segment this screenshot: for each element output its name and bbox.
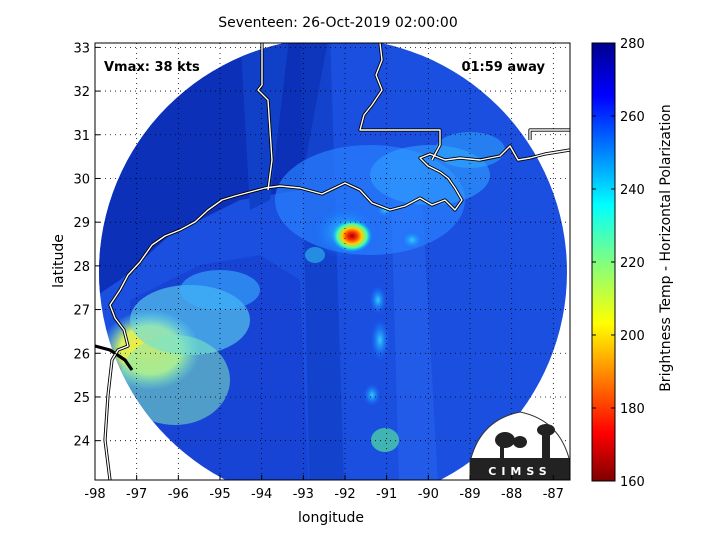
colorbar-tick-label: 280 <box>620 37 645 52</box>
x-tick-label: -92 <box>334 487 355 502</box>
vmax-label: Vmax: 38 kts <box>104 60 200 75</box>
y-tick-label: 31 <box>73 129 90 144</box>
y-tick-label: 29 <box>73 216 90 231</box>
y-tick-label: 25 <box>73 391 90 406</box>
logo-text: CIMSS <box>488 465 551 478</box>
colorbar-label: Brightness Temp - Horizontal Polarizatio… <box>658 104 674 392</box>
x-axis-label: longitude <box>298 510 364 526</box>
colorbar-ticks: 280 260 240 220 200 180 160 <box>592 37 645 490</box>
x-tick-label: -97 <box>126 487 147 502</box>
colorbar-tick-label: 180 <box>620 402 645 417</box>
coastline <box>95 43 570 480</box>
plot-frame <box>94 42 571 481</box>
x-tick-label: -94 <box>251 487 272 502</box>
colorbar-tick-label: 240 <box>620 183 645 198</box>
colorbar-tick-label: 200 <box>620 329 645 344</box>
chart-title: Seventeen: 26-Oct-2019 02:00:00 <box>218 15 458 31</box>
time-away-label: 01:59 away <box>461 60 545 75</box>
y-axis-label: latitude <box>51 234 67 288</box>
x-tick-label: -89 <box>459 487 480 502</box>
x-tick-label: -95 <box>209 487 230 502</box>
x-tick-label: -90 <box>418 487 439 502</box>
x-tick-label: -93 <box>293 487 314 502</box>
x-tick-label: -87 <box>543 487 564 502</box>
cimss-logo: CIMSS <box>469 411 571 481</box>
colorbar-tick-label: 220 <box>620 256 645 271</box>
y-tick-label: 32 <box>73 85 90 100</box>
y-tick-label: 26 <box>73 347 90 362</box>
y-tick-label: 30 <box>73 172 90 187</box>
y-tick-label: 33 <box>73 41 90 56</box>
x-axis: -98 -97 -96 -95 -94 -93 -92 -91 -90 -89 -88 -87 <box>84 475 564 502</box>
y-axis: 24 25 26 27 28 29 30 31 32 33 <box>73 41 100 450</box>
colorbar: 280 260 240 220 200 180 160 Brightness Temp - … <box>591 37 674 490</box>
y-tick-label: 28 <box>73 260 90 275</box>
x-tick-label: -96 <box>168 487 189 502</box>
x-tick-label: -88 <box>501 487 522 502</box>
x-tick-label: -91 <box>376 487 397 502</box>
x-tick-label: -98 <box>84 487 105 502</box>
y-tick-label: 27 <box>73 304 90 319</box>
colorbar-tick-label: 260 <box>620 110 645 125</box>
y-tick-label: 24 <box>73 435 90 450</box>
colorbar-tick-label: 160 <box>620 475 645 490</box>
